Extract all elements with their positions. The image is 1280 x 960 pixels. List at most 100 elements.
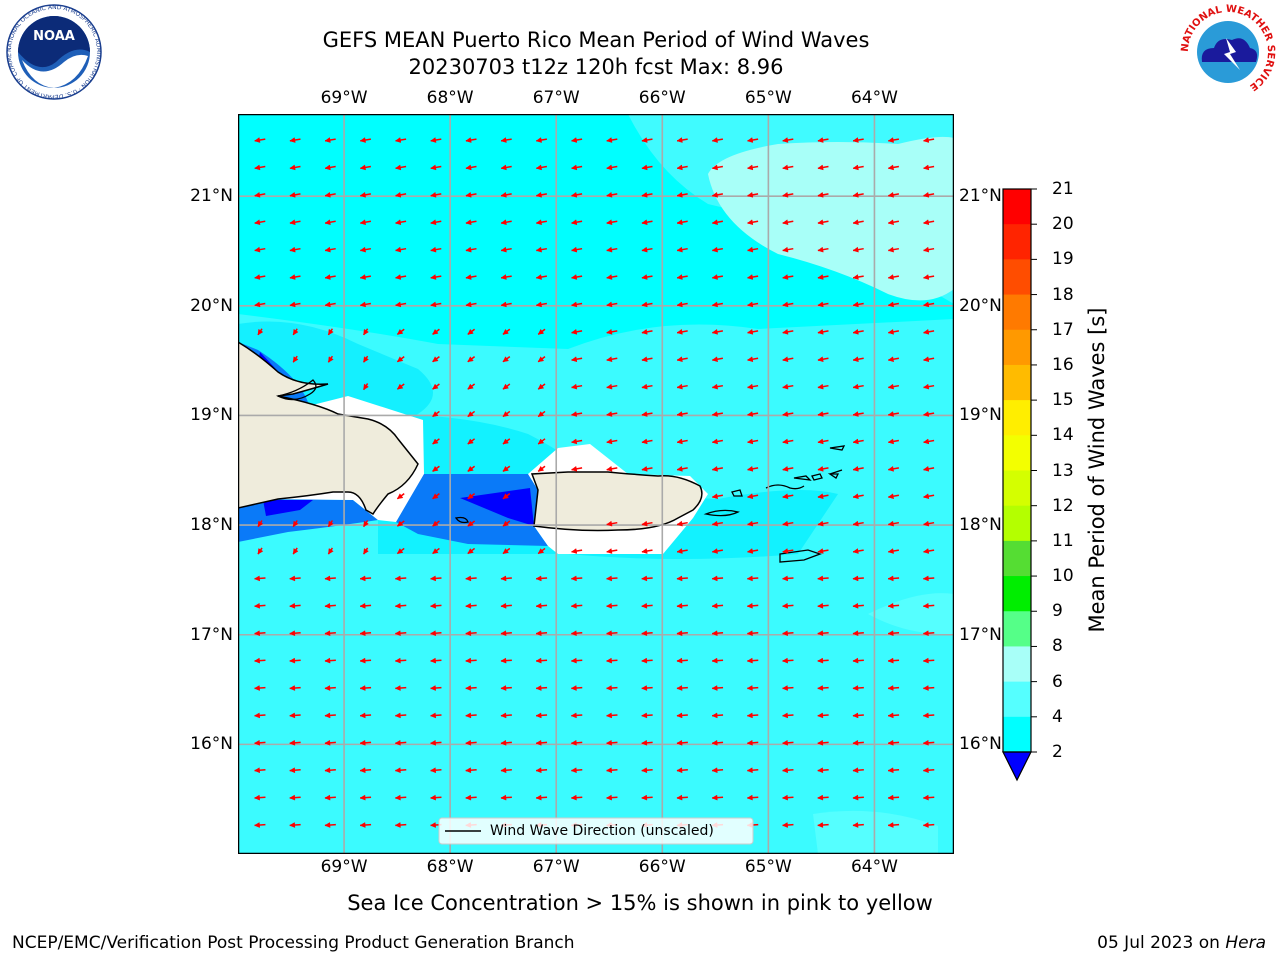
wave-direction-arrow [396, 356, 405, 363]
wave-direction-arrow [253, 739, 266, 746]
wave-direction-arrow [537, 383, 546, 390]
wave-direction-arrow [467, 410, 476, 418]
colorbar-cell [1003, 224, 1031, 260]
wave-direction-arrow [676, 767, 688, 774]
wave-direction-arrow [852, 548, 864, 554]
wave-direction-arrow [782, 383, 794, 390]
wave-direction-arrow [394, 739, 407, 746]
wave-direction-arrow [887, 630, 900, 637]
wave-direction-arrow [465, 602, 477, 609]
wave-direction-arrow [922, 602, 935, 609]
wave-direction-arrow [781, 685, 794, 691]
wave-direction-arrow [289, 739, 301, 746]
wave-direction-arrow [782, 465, 794, 472]
wave-direction-arrow [887, 657, 900, 664]
wave-direction-arrow [887, 191, 900, 198]
wave-direction-arrow [570, 246, 583, 253]
wave-direction-arrow [781, 712, 794, 719]
wave-direction-arrow [359, 739, 372, 746]
wave-direction-arrow [606, 274, 618, 280]
wave-direction-arrow [711, 137, 724, 143]
wave-direction-arrow [292, 328, 299, 336]
wave-direction-arrow [394, 301, 407, 308]
wave-direction-arrow [817, 767, 829, 774]
wave-direction-arrow [430, 137, 442, 143]
top-tick-label: 69°W [320, 88, 368, 108]
colorbar-cell [1003, 646, 1031, 683]
wave-direction-arrow [432, 383, 440, 390]
wave-direction-arrow [852, 822, 864, 828]
wave-direction-arrow [817, 164, 829, 171]
wave-direction-arrow [359, 602, 372, 609]
colorbar-cell [1003, 435, 1031, 471]
wave-direction-arrow [570, 794, 583, 801]
colorbar-tick-label: 9 [1052, 601, 1063, 622]
wave-direction-arrow [467, 438, 476, 445]
wave-direction-arrow [817, 219, 829, 226]
colorbar-cell [1003, 294, 1031, 331]
wave-direction-arrow [394, 274, 407, 280]
wave-direction-arrow [852, 274, 864, 280]
right-tick-label: 19°N [959, 405, 1002, 426]
wave-direction-arrow [394, 822, 407, 828]
wave-direction-arrow [641, 328, 653, 335]
wave-direction-arrow [887, 383, 900, 390]
map-panel [238, 114, 954, 854]
wave-direction-arrow [887, 767, 900, 774]
wave-direction-arrow [605, 575, 618, 582]
bottom-tick-label: 66°W [638, 857, 686, 877]
wave-direction-arrow [429, 602, 442, 609]
wave-direction-arrow [429, 767, 442, 774]
colorbar-cell [1003, 716, 1031, 753]
wave-direction-arrow [535, 685, 548, 691]
wave-direction-arrow [465, 301, 477, 308]
period-band-south-patch [813, 810, 938, 854]
wave-direction-arrow [257, 520, 264, 528]
wave-direction-arrow [465, 657, 477, 664]
wave-direction-arrow [359, 137, 372, 143]
wave-direction-arrow [467, 547, 476, 555]
wave-direction-arrow [359, 164, 372, 171]
wave-direction-arrow [852, 164, 864, 171]
wave-direction-arrow [887, 685, 900, 691]
wave-direction-arrow [327, 547, 334, 555]
wave-direction-arrow [922, 219, 935, 226]
wave-direction-arrow [394, 685, 407, 691]
wave-direction-arrow [641, 438, 653, 445]
wave-direction-arrow [257, 547, 264, 555]
wave-direction-arrow [817, 602, 829, 609]
wave-direction-arrow [292, 547, 299, 555]
wave-direction-arrow [676, 164, 688, 171]
wave-direction-arrow [711, 411, 724, 417]
wave-direction-arrow [711, 767, 724, 774]
island-anegada [829, 445, 846, 475]
bottom-tick-label: 64°W [850, 857, 898, 877]
wave-direction-arrow [537, 465, 546, 472]
wave-direction-arrow [922, 767, 935, 774]
wave-direction-arrow [253, 575, 266, 582]
wave-direction-arrow [432, 493, 440, 500]
wave-direction-arrow [852, 575, 864, 582]
wave-direction-arrow [324, 137, 336, 143]
wave-direction-arrow [606, 219, 618, 226]
wave-direction-arrow [676, 630, 688, 637]
wave-direction-arrow [605, 602, 618, 609]
wave-direction-arrow [887, 164, 900, 171]
wave-direction-arrow [676, 219, 688, 226]
wave-direction-arrow [605, 767, 618, 774]
period-band-sw-patch [868, 593, 954, 635]
wave-direction-arrow [502, 520, 511, 527]
wave-direction-arrow [537, 328, 546, 335]
wave-direction-arrow [922, 630, 935, 637]
wave-direction-arrow [570, 465, 583, 472]
footer-date-text: 05 Jul 2023 on [1097, 933, 1220, 953]
wave-direction-arrow [887, 137, 900, 143]
wave-direction-arrow [817, 575, 829, 582]
wave-direction-arrow [254, 191, 266, 198]
wave-direction-arrow [570, 164, 583, 171]
wave-direction-arrow [500, 794, 512, 801]
sea-ice-note: Sea Ice Concentration > 15% is shown in … [347, 891, 933, 915]
wave-direction-arrow [817, 822, 829, 828]
wave-direction-arrow [502, 410, 511, 418]
wave-direction-arrow [570, 630, 583, 637]
